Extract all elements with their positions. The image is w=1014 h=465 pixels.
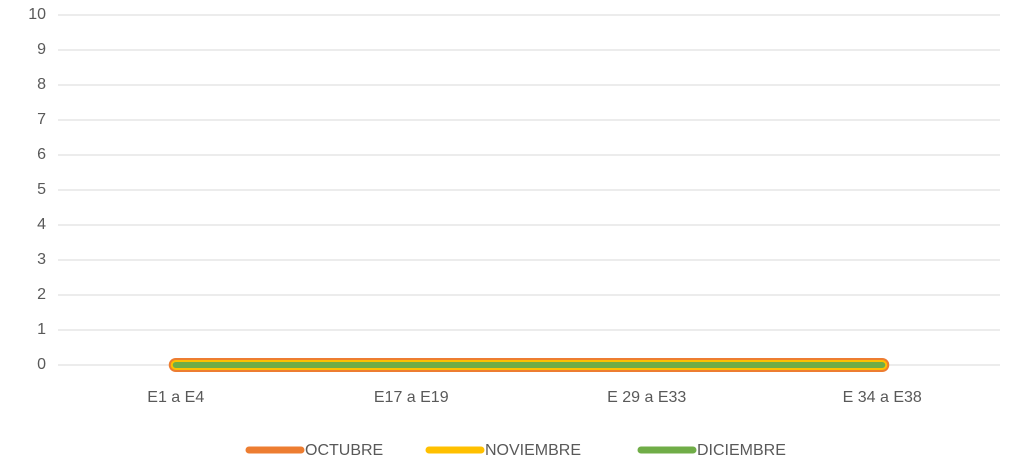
y-tick-label: 1 bbox=[37, 321, 46, 338]
x-tick-label: E 34 a E38 bbox=[843, 389, 922, 406]
x-tick-label: E 29 a E33 bbox=[607, 389, 686, 406]
y-tick-label: 8 bbox=[37, 76, 46, 93]
y-tick-label: 7 bbox=[37, 111, 46, 128]
y-tick-label: 6 bbox=[37, 146, 46, 163]
y-tick-label: 4 bbox=[37, 216, 46, 233]
y-tick-label: 10 bbox=[28, 6, 46, 23]
legend-label: OCTUBRE bbox=[305, 442, 383, 459]
y-tick-label: 5 bbox=[37, 181, 46, 198]
x-tick-label: E1 a E4 bbox=[147, 389, 204, 406]
y-tick-label: 9 bbox=[37, 41, 46, 58]
y-tick-label: 2 bbox=[37, 286, 46, 303]
legend-label: DICIEMBRE bbox=[697, 442, 786, 459]
legend-label: NOVIEMBRE bbox=[485, 442, 581, 459]
y-tick-label: 0 bbox=[37, 356, 46, 373]
y-tick-label: 3 bbox=[37, 251, 46, 268]
x-tick-label: E17 a E19 bbox=[374, 389, 449, 406]
